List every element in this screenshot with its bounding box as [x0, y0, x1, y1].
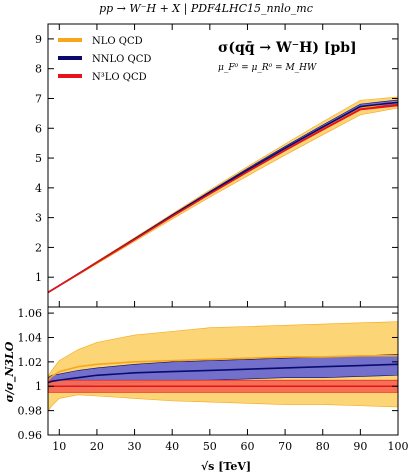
xtick-label: 20	[90, 440, 104, 453]
legend-label-2: N³LO QCD	[92, 72, 147, 83]
ratio-bands	[47, 321, 399, 413]
xtick-label: 90	[353, 440, 367, 453]
ratio-ytick-label: 1.04	[18, 331, 43, 344]
top-band-0	[47, 96, 399, 294]
ratio-ytick-label: 0.96	[18, 429, 43, 442]
xtick-label: 40	[165, 440, 179, 453]
axes: 1 2 3 4 5 6 7 8 9 0.96 0.98 1 1.02 1.04 1.06 10 20 30 40 50…	[18, 23, 409, 453]
plot-frame	[47, 23, 399, 436]
legend-label-0: NLO QCD	[92, 36, 143, 47]
legend-label-1: NNLO QCD	[92, 54, 151, 65]
top-ytick-label: 1	[35, 271, 42, 284]
process-annotation: σ(qq̄ → W⁻H) [pb]	[218, 40, 357, 56]
scale-annotation: μ_F⁰ = μ_R⁰ = M_HW	[218, 63, 317, 73]
xtick-label: 30	[128, 440, 142, 453]
ratio-ytick-label: 0.98	[18, 405, 43, 418]
xtick-label: 100	[388, 440, 409, 453]
top-ytick-label: 4	[35, 182, 42, 195]
top-ytick-label: 5	[35, 152, 42, 165]
top-lines	[47, 100, 399, 294]
top-band-2	[47, 103, 399, 293]
xtick-label: 50	[203, 440, 217, 453]
top-band-1	[47, 99, 399, 294]
top-ytick-label: 6	[35, 122, 42, 135]
top-ytick-label: 3	[35, 212, 42, 225]
ratio-ytick-label: 1.06	[18, 307, 43, 320]
top-ytick-label: 8	[35, 63, 42, 76]
ratio-line-0	[47, 354, 398, 381]
top-ytick-label: 2	[35, 241, 42, 254]
ratio-lines	[47, 354, 399, 388]
top-line-1	[47, 101, 399, 294]
x-axis-label: √s [TeV]	[201, 460, 251, 473]
legend: NLO QCD NNLO QCD N³LO QCD	[58, 36, 151, 83]
ratio-y-axis-label: σ/σ_N3LO	[3, 341, 17, 402]
xtick-label: 80	[316, 440, 330, 453]
ratio-ytick-label: 1.02	[18, 356, 43, 369]
xtick-label: 10	[52, 440, 66, 453]
top-ytick-label: 7	[35, 92, 42, 105]
top-bands	[47, 96, 399, 294]
xtick-label: 70	[278, 440, 292, 453]
ratio-line-1	[47, 363, 399, 384]
ratio-ytick-label: 1	[35, 380, 42, 393]
chart-title: pp → W⁻H + X | PDF4LHC15_nnlo_mc	[99, 2, 313, 16]
top-ytick-label: 9	[35, 33, 42, 46]
xtick-label: 60	[240, 440, 254, 453]
top-line-2	[47, 104, 399, 294]
top-line-0	[47, 100, 399, 294]
